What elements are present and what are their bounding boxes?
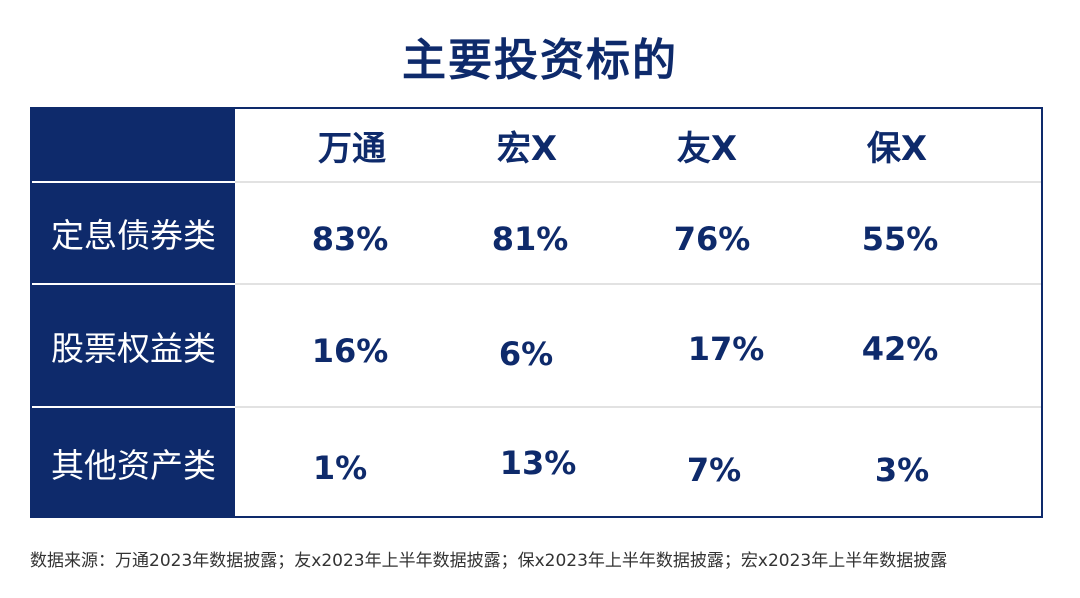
- table-cell: 83%: [311, 220, 389, 258]
- row-header-fixed-income: 定息债券类: [32, 183, 235, 283]
- table-cell: 7%: [686, 451, 742, 489]
- column-header-you: 友X: [676, 128, 738, 169]
- row-divider: [235, 283, 1041, 285]
- row-divider: [235, 181, 1041, 183]
- row-divider: [32, 283, 235, 285]
- table-cell: 81%: [491, 220, 569, 258]
- table-cell: 6%: [498, 335, 554, 373]
- data-source-note: 数据来源：万通2023年数据披露；友x2023年上半年数据披露；保x2023年上…: [30, 551, 948, 571]
- column-header-bao: 保X: [866, 128, 928, 169]
- row-divider: [32, 406, 235, 408]
- table-cell: 55%: [861, 220, 939, 258]
- column-header-wantong: 万通: [318, 128, 386, 169]
- row-divider: [32, 181, 235, 183]
- column-header-hong: 宏X: [496, 128, 558, 169]
- table-cell: 1%: [312, 449, 368, 487]
- table-corner-cell: [32, 109, 235, 181]
- table-cell: 76%: [673, 220, 751, 258]
- row-header-other-assets: 其他资产类: [32, 408, 235, 518]
- table-cell: 17%: [687, 330, 765, 368]
- row-divider: [235, 406, 1041, 408]
- table-cell: 3%: [874, 451, 930, 489]
- allocation-table: 万通 宏X 友X 保X 定息债券类 83% 81% 76% 55% 股票权益类 …: [30, 107, 1043, 518]
- table-cell: 16%: [311, 332, 389, 370]
- table-cell: 13%: [499, 444, 577, 482]
- page-title: 主要投资标的: [402, 35, 678, 86]
- table-cell: 42%: [861, 330, 939, 368]
- row-header-equity: 股票权益类: [32, 285, 235, 406]
